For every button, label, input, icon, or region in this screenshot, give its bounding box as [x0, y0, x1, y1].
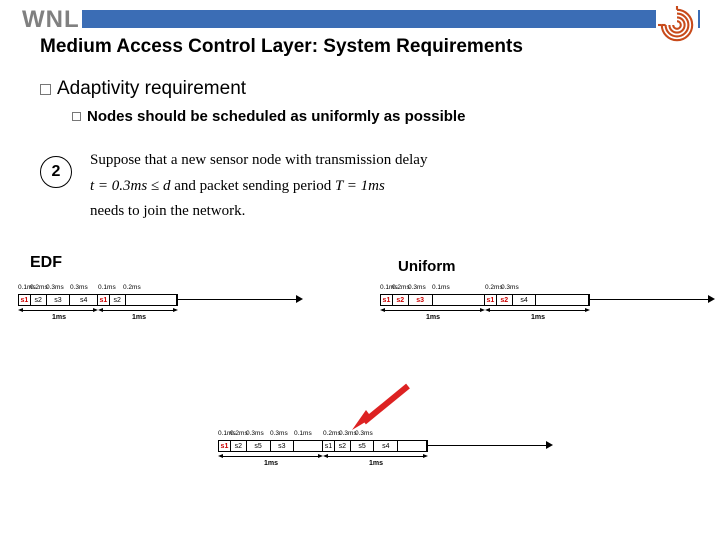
math-T: T = 1ms — [335, 178, 385, 194]
timeline-slot: s5 — [351, 441, 375, 451]
timeline-slot: s2 — [110, 295, 126, 305]
tick-label: 0.3ms — [246, 430, 264, 437]
tick-label: 0.2ms — [123, 284, 141, 291]
timeline-slot: s4 — [513, 295, 537, 305]
tick-label: 0.3ms — [501, 284, 519, 291]
bullet-2-text: Nodes should be scheduled as uniformly a… — [87, 108, 465, 125]
suppose-line-3: needs to join the network. — [90, 199, 427, 225]
tick-label: 0.1ms — [98, 284, 116, 291]
timeline-slot: s3 — [47, 295, 71, 305]
math-t: t = 0.3ms ≤ d — [90, 178, 170, 194]
edf-timeline: 0.1ms0.2ms0.3ms0.3ms0.1ms0.2mss1s2s3s4s1… — [18, 284, 318, 326]
step-circle-2: 2 — [40, 156, 72, 188]
uniform-new-timeline: 0.1ms0.2ms0.3ms0.3ms0.1ms0.2ms0.3ms0.3ms… — [218, 430, 518, 472]
edf-label: EDF — [30, 254, 62, 272]
timeline-slot: s2 — [393, 295, 409, 305]
suppose-text: Suppose that a new sensor node with tran… — [90, 148, 427, 225]
tick-label: 0.3ms — [270, 430, 288, 437]
timeline-bar: s1s2s3s1s2s4 — [380, 294, 590, 306]
timeline-slot: s1 — [485, 295, 497, 305]
period-label: 1ms — [369, 460, 383, 467]
tick-label: 0.1ms — [294, 430, 312, 437]
timeline-slot: s1 — [219, 441, 231, 451]
timeline-slot — [294, 441, 323, 451]
spiral-logo — [656, 4, 698, 46]
timeline-slot: s1 — [98, 295, 110, 305]
tick-label: 0.3ms — [46, 284, 64, 291]
period-label: 1ms — [52, 314, 66, 321]
timeline-slot: s2 — [231, 441, 247, 451]
period-label: 1ms — [264, 460, 278, 467]
timeline-slot: s3 — [271, 441, 295, 451]
timeline-slot: s5 — [247, 441, 271, 451]
tick-label: 0.3ms — [70, 284, 88, 291]
timeline-slot — [126, 295, 177, 305]
suppose-line-2: t = 0.3ms ≤ d and packet sending period … — [90, 174, 427, 200]
uniform-label: Uniform — [398, 258, 456, 275]
red-arrow-icon — [346, 382, 416, 432]
timeline-bar: s1s2s5s3s1s2s5s4 — [218, 440, 428, 452]
timeline-slot — [433, 295, 485, 305]
period-label: 1ms — [132, 314, 146, 321]
uniform-timeline: 0.1ms0.2ms0.3ms0.1ms0.2ms0.3mss1s2s3s1s2… — [380, 284, 680, 326]
period-label: 1ms — [531, 314, 545, 321]
tick-label: 0.1ms — [432, 284, 450, 291]
wnl-acronym: WNL — [20, 6, 82, 34]
timeline-bar: s1s2s3s4s1s2 — [18, 294, 178, 306]
bullet-1-text: Adaptivity requirement — [57, 78, 246, 99]
timeline-slot — [536, 295, 588, 305]
timeline-slot: s1 — [381, 295, 393, 305]
timeline-slot: s2 — [31, 295, 47, 305]
timeline-slot: s2 — [335, 441, 351, 451]
period-label: 1ms — [426, 314, 440, 321]
timeline-slot: s1 — [323, 441, 335, 451]
timeline-slot — [398, 441, 427, 451]
bullet-mark-icon — [72, 112, 81, 121]
timeline-slot: s4 — [374, 441, 398, 451]
bullet-adaptivity: Adaptivity requirement — [40, 78, 246, 100]
timeline-slot: s2 — [497, 295, 513, 305]
suppose-mid: and packet sending period — [170, 178, 335, 194]
timeline-slot: s3 — [409, 295, 433, 305]
header-bar — [20, 10, 700, 28]
suppose-line-1: Suppose that a new sensor node with tran… — [90, 148, 427, 174]
bullet-nodes-uniform: Nodes should be scheduled as uniformly a… — [72, 108, 465, 125]
bullet-mark-icon — [40, 84, 51, 95]
slide-title: Medium Access Control Layer: System Requ… — [40, 36, 523, 58]
timeline-slot: s1 — [19, 295, 31, 305]
timeline-slot: s4 — [70, 295, 98, 305]
tick-label: 0.3ms — [408, 284, 426, 291]
